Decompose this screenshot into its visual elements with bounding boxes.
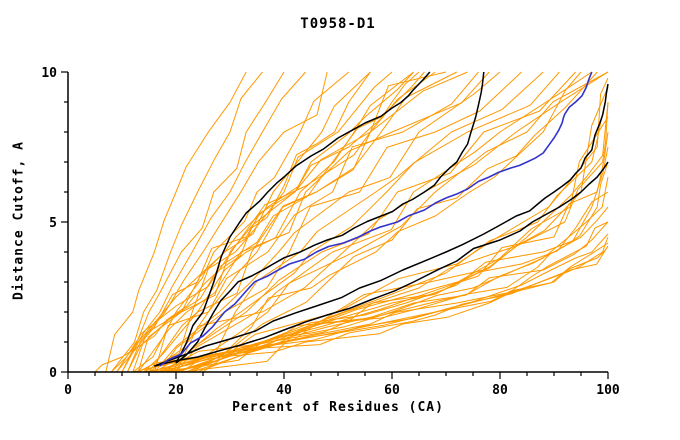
chart-title: T0958-D1 xyxy=(300,16,376,32)
model-07 xyxy=(137,71,371,373)
black-curve-2 xyxy=(175,71,485,364)
model-29 xyxy=(94,71,371,373)
model-02 xyxy=(110,71,263,373)
model-37 xyxy=(186,86,609,373)
model-06 xyxy=(132,71,350,373)
y-tick-label: 0 xyxy=(49,366,57,381)
x-tick-label: 20 xyxy=(168,383,184,398)
model-26 xyxy=(110,71,414,373)
y-tick-label: 5 xyxy=(49,216,57,231)
model-16 xyxy=(164,71,560,373)
y-tick-label: 10 xyxy=(41,66,57,81)
model-21 xyxy=(137,71,490,373)
model-17 xyxy=(170,71,576,373)
model-19 xyxy=(175,71,609,373)
model-24 xyxy=(126,71,425,373)
model-25 xyxy=(121,71,447,373)
model-48 xyxy=(159,236,609,373)
x-tick-label: 40 xyxy=(276,383,292,398)
blue-curve xyxy=(159,71,593,367)
black-curve-3 xyxy=(154,83,609,367)
model-46 xyxy=(175,221,609,373)
model-01 xyxy=(105,71,247,373)
y-axis-label: Distance Cutoff, A xyxy=(11,141,27,300)
model-27 xyxy=(186,71,582,373)
model-35 xyxy=(175,101,609,373)
model-28 xyxy=(191,71,598,373)
model-13 xyxy=(154,71,501,373)
model-41 xyxy=(192,101,609,373)
x-tick-label: 80 xyxy=(492,383,508,398)
model-40 xyxy=(137,233,609,373)
model-43 xyxy=(202,77,609,373)
x-axis-label: Percent of Residues (CA) xyxy=(232,400,444,415)
x-tick-label: 0 xyxy=(64,383,72,398)
x-tick-label: 60 xyxy=(384,383,400,398)
x-tick-label: 100 xyxy=(596,383,620,398)
model-18 xyxy=(175,71,593,373)
model-04 xyxy=(121,71,306,373)
model-05 xyxy=(126,71,328,373)
model-03 xyxy=(116,71,285,373)
model-11 xyxy=(143,71,458,373)
black-curve-1 xyxy=(175,71,431,364)
model-08 xyxy=(143,71,393,373)
black-curve-4 xyxy=(154,161,609,367)
model-38 xyxy=(154,206,609,373)
model-15 xyxy=(165,71,544,373)
model-20 xyxy=(181,71,609,373)
model-12 xyxy=(148,71,479,373)
model-42 xyxy=(197,86,609,373)
